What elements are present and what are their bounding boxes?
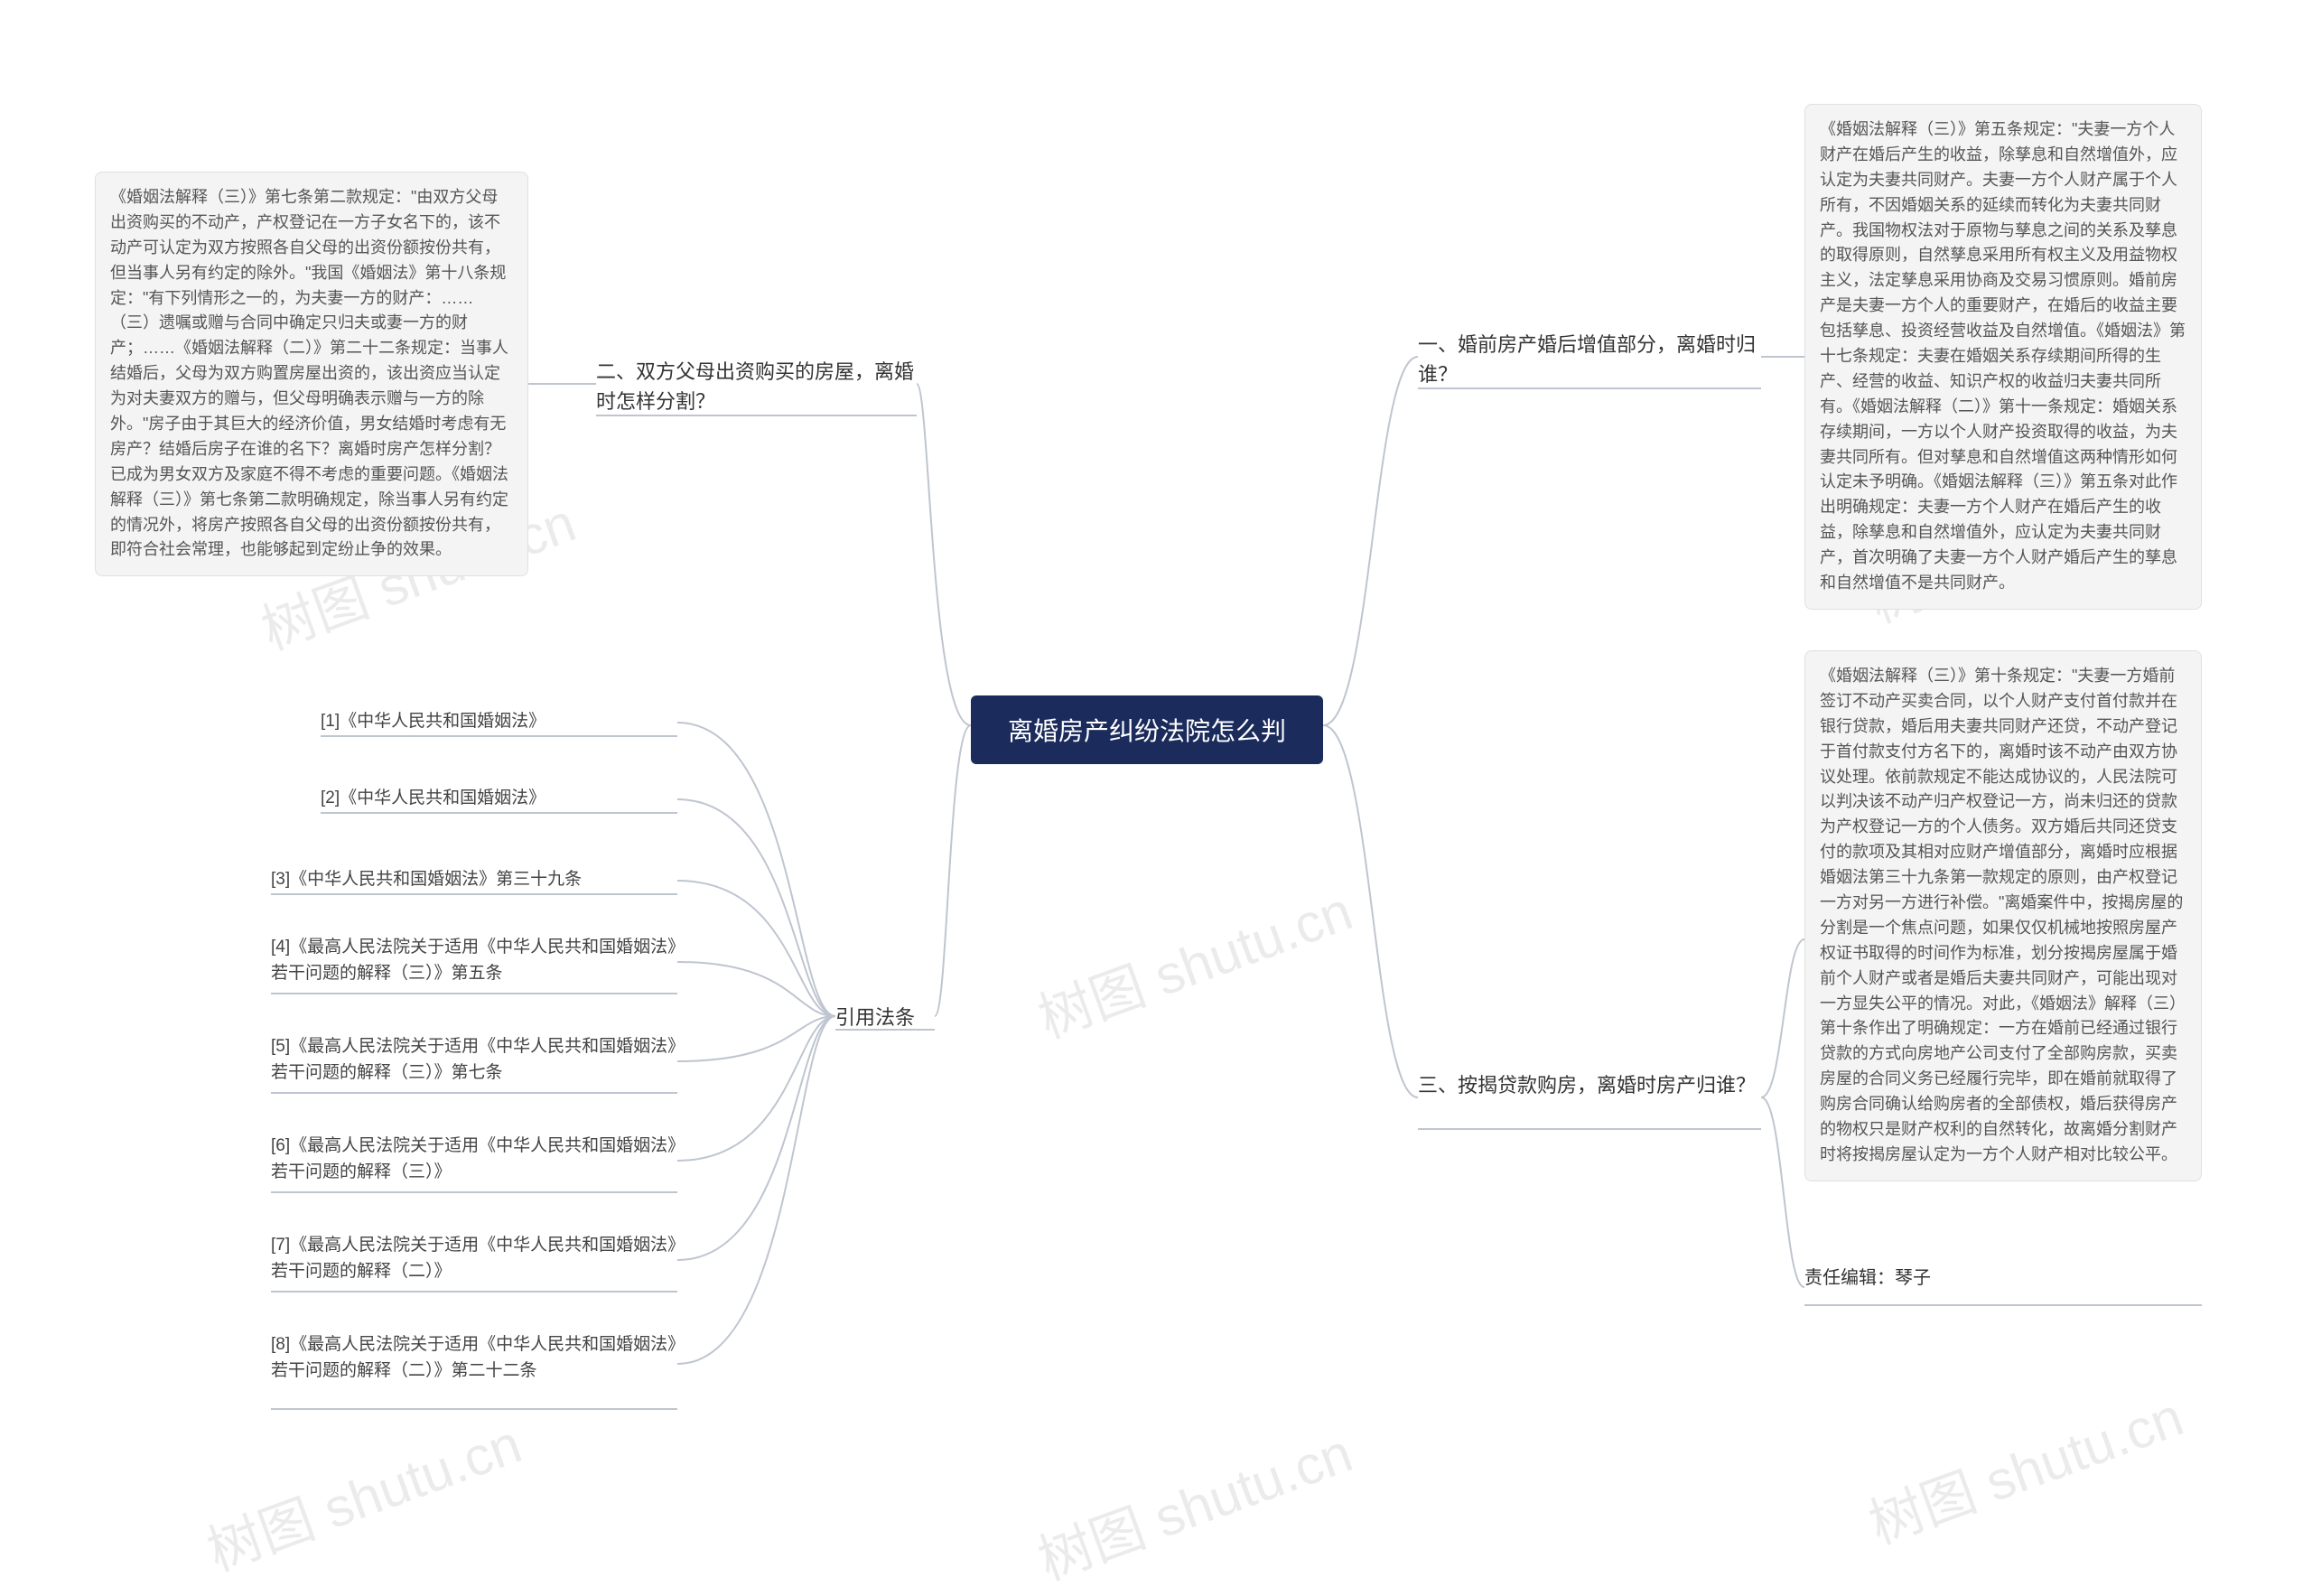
- ref-item-4[interactable]: [4]《最高人民法院关于适用《中华人民共和国婚姻法》若干问题的解释（三）》第五条: [271, 935, 677, 986]
- branch-right-1-label[interactable]: 一、婚前房产婚后增值部分，离婚时归谁？: [1418, 330, 1761, 389]
- ref-item-7[interactable]: [7]《最高人民法院关于适用《中华人民共和国婚姻法》若干问题的解释（二）》: [271, 1233, 677, 1284]
- branch-refs-label[interactable]: 引用法条: [835, 1003, 935, 1032]
- branch-left-2-leaf: 《婚姻法解释（三）》第七条第二款规定："由双方父母出资购买的不动产，产权登记在一…: [95, 172, 528, 576]
- branch-right-3-label[interactable]: 三、按揭贷款购房，离婚时房产归谁？: [1418, 1070, 1761, 1100]
- ref-item-6[interactable]: [6]《最高人民法院关于适用《中华人民共和国婚姻法》若干问题的解释（三）》: [271, 1134, 677, 1185]
- branch-right-3-extra: 责任编辑：琴子: [1804, 1265, 2202, 1292]
- ref-item-5[interactable]: [5]《最高人民法院关于适用《中华人民共和国婚姻法》若干问题的解释（三）》第七条: [271, 1034, 677, 1086]
- ref-item-1[interactable]: [1]《中华人民共和国婚姻法》: [321, 709, 673, 735]
- ref-item-2[interactable]: [2]《中华人民共和国婚姻法》: [321, 786, 673, 812]
- ref-item-3[interactable]: [3]《中华人民共和国婚姻法》第三十九条: [271, 867, 677, 893]
- branch-left-2-label[interactable]: 二、双方父母出资购买的房屋，离婚时怎样分割？: [596, 357, 917, 416]
- center-node[interactable]: 离婚房产纠纷法院怎么判: [971, 695, 1323, 764]
- branch-right-3-leaf: 《婚姻法解释（三）》第十条规定："夫妻一方婚前签订不动产买卖合同，以个人财产支付…: [1804, 650, 2202, 1181]
- ref-item-8[interactable]: [8]《最高人民法院关于适用《中华人民共和国婚姻法》若干问题的解释（二）》第二十…: [271, 1332, 677, 1384]
- branch-right-1-leaf: 《婚姻法解释（三）》第五条规定："夫妻一方个人财产在婚后产生的收益，除孳息和自然…: [1804, 104, 2202, 610]
